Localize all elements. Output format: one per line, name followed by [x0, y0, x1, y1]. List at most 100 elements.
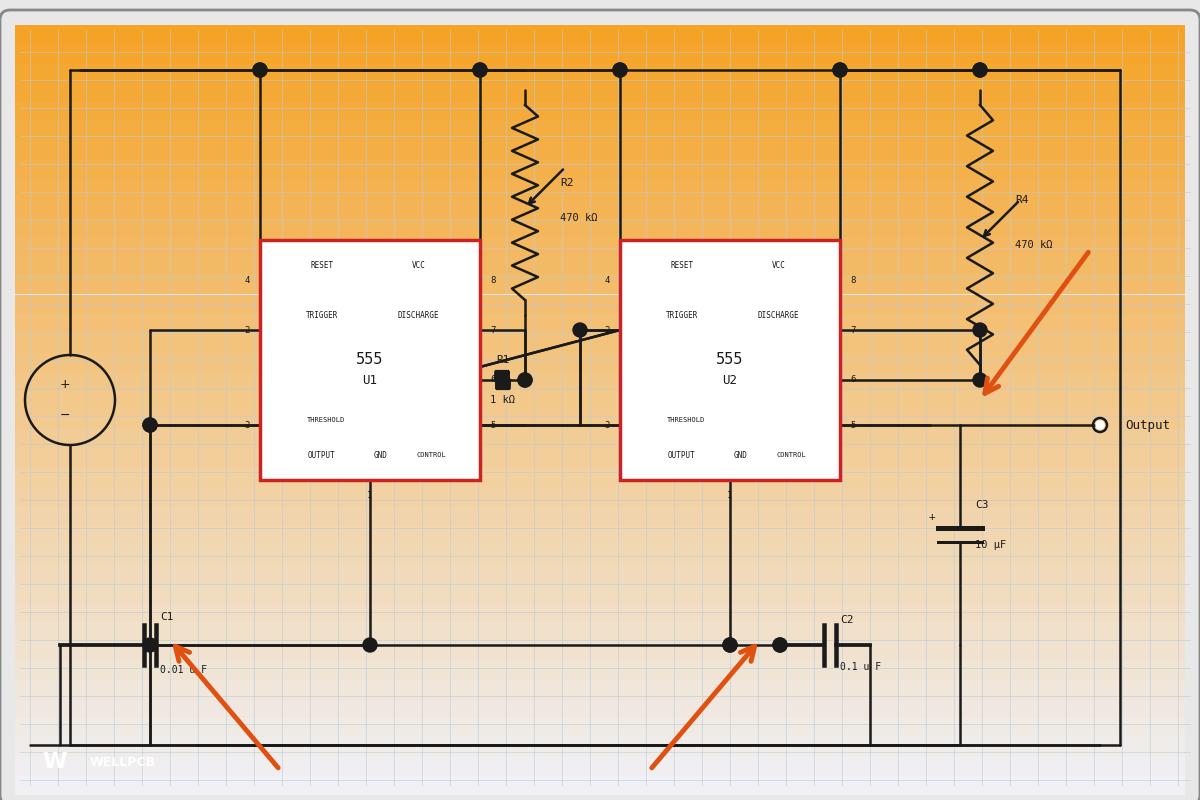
- Text: +: +: [929, 512, 935, 522]
- Circle shape: [724, 638, 737, 652]
- Bar: [14, 738, 1186, 757]
- Circle shape: [473, 63, 487, 77]
- Bar: [14, 757, 1186, 776]
- Bar: [14, 102, 1186, 122]
- Text: GND: GND: [374, 450, 388, 459]
- Text: VCC: VCC: [412, 261, 425, 270]
- Bar: [14, 602, 1186, 622]
- Text: C1: C1: [160, 612, 174, 622]
- Text: R4: R4: [1015, 195, 1028, 205]
- Text: 5: 5: [851, 421, 856, 430]
- Text: WELLPCB: WELLPCB: [90, 755, 156, 769]
- Bar: [14, 63, 1186, 82]
- Text: RESET: RESET: [670, 261, 694, 270]
- Text: C3: C3: [974, 500, 989, 510]
- Text: 470 kΩ: 470 kΩ: [560, 213, 598, 222]
- Bar: [14, 390, 1186, 410]
- Bar: [14, 660, 1186, 679]
- Circle shape: [973, 63, 988, 77]
- Text: 4: 4: [605, 275, 610, 285]
- Circle shape: [364, 638, 377, 652]
- Bar: [14, 564, 1186, 583]
- Text: DISCHARGE: DISCHARGE: [397, 310, 439, 319]
- Text: −: −: [60, 409, 71, 422]
- Bar: [14, 256, 1186, 275]
- Text: THRESHOLD: THRESHOLD: [307, 417, 346, 423]
- Text: 4: 4: [245, 275, 250, 285]
- Bar: [14, 314, 1186, 333]
- Circle shape: [773, 638, 787, 652]
- Bar: [14, 82, 1186, 102]
- Bar: [14, 679, 1186, 698]
- Circle shape: [143, 638, 157, 652]
- Text: DISCHARGE: DISCHARGE: [757, 310, 799, 319]
- Circle shape: [833, 63, 847, 77]
- Circle shape: [613, 63, 628, 77]
- Circle shape: [253, 63, 266, 77]
- Text: 555: 555: [716, 353, 744, 367]
- Circle shape: [973, 373, 988, 387]
- Bar: [14, 198, 1186, 218]
- Text: OUTPUT: OUTPUT: [307, 450, 336, 459]
- Circle shape: [253, 63, 266, 77]
- Text: 0.1 u F: 0.1 u F: [840, 662, 881, 672]
- Bar: [14, 141, 1186, 160]
- Bar: [14, 352, 1186, 371]
- Text: CONTROL: CONTROL: [416, 452, 446, 458]
- Bar: [14, 545, 1186, 564]
- Bar: [14, 179, 1186, 198]
- Text: 8: 8: [851, 275, 856, 285]
- Text: U2: U2: [722, 374, 738, 386]
- Bar: [14, 122, 1186, 141]
- Bar: [14, 622, 1186, 641]
- Bar: [14, 218, 1186, 237]
- Bar: [14, 776, 1186, 795]
- Text: 3: 3: [245, 421, 250, 430]
- Bar: [14, 430, 1186, 449]
- Circle shape: [613, 63, 628, 77]
- Text: RESET: RESET: [310, 261, 334, 270]
- Bar: [14, 333, 1186, 352]
- Bar: [14, 468, 1186, 487]
- Bar: [14, 44, 1186, 63]
- Text: 7: 7: [851, 326, 856, 334]
- Bar: [14, 449, 1186, 468]
- Text: 7: 7: [491, 326, 496, 334]
- Text: 6: 6: [851, 375, 856, 385]
- Text: 2: 2: [605, 326, 610, 334]
- Bar: [620, 240, 840, 480]
- Bar: [14, 25, 1186, 44]
- Text: 0.01 u F: 0.01 u F: [160, 665, 208, 675]
- Text: W: W: [43, 752, 67, 772]
- Circle shape: [574, 323, 587, 337]
- Bar: [14, 583, 1186, 602]
- Circle shape: [973, 323, 988, 337]
- Circle shape: [773, 638, 787, 652]
- Text: GND: GND: [734, 450, 748, 459]
- Text: THRESHOLD: THRESHOLD: [667, 417, 706, 423]
- Text: TRIGGER: TRIGGER: [666, 310, 697, 319]
- Text: OUTPUT: OUTPUT: [667, 450, 696, 459]
- Bar: [14, 698, 1186, 718]
- Text: R1: R1: [496, 355, 509, 365]
- Text: 6: 6: [491, 375, 496, 385]
- Text: 2: 2: [245, 326, 250, 334]
- Circle shape: [1096, 421, 1104, 429]
- Circle shape: [143, 418, 157, 432]
- Text: U1: U1: [362, 374, 378, 386]
- Bar: [14, 275, 1186, 294]
- Circle shape: [518, 373, 532, 387]
- Bar: [14, 160, 1186, 179]
- Text: R2: R2: [560, 178, 574, 187]
- Text: 470 kΩ: 470 kΩ: [1015, 240, 1052, 250]
- Circle shape: [833, 63, 847, 77]
- Text: +: +: [60, 378, 71, 391]
- Bar: [14, 526, 1186, 545]
- Bar: [14, 641, 1186, 660]
- Text: 5: 5: [491, 421, 496, 430]
- Circle shape: [143, 418, 157, 432]
- Bar: [14, 506, 1186, 526]
- Text: Output: Output: [1126, 418, 1170, 431]
- Text: CONTROL: CONTROL: [776, 452, 806, 458]
- Text: 1: 1: [727, 490, 733, 499]
